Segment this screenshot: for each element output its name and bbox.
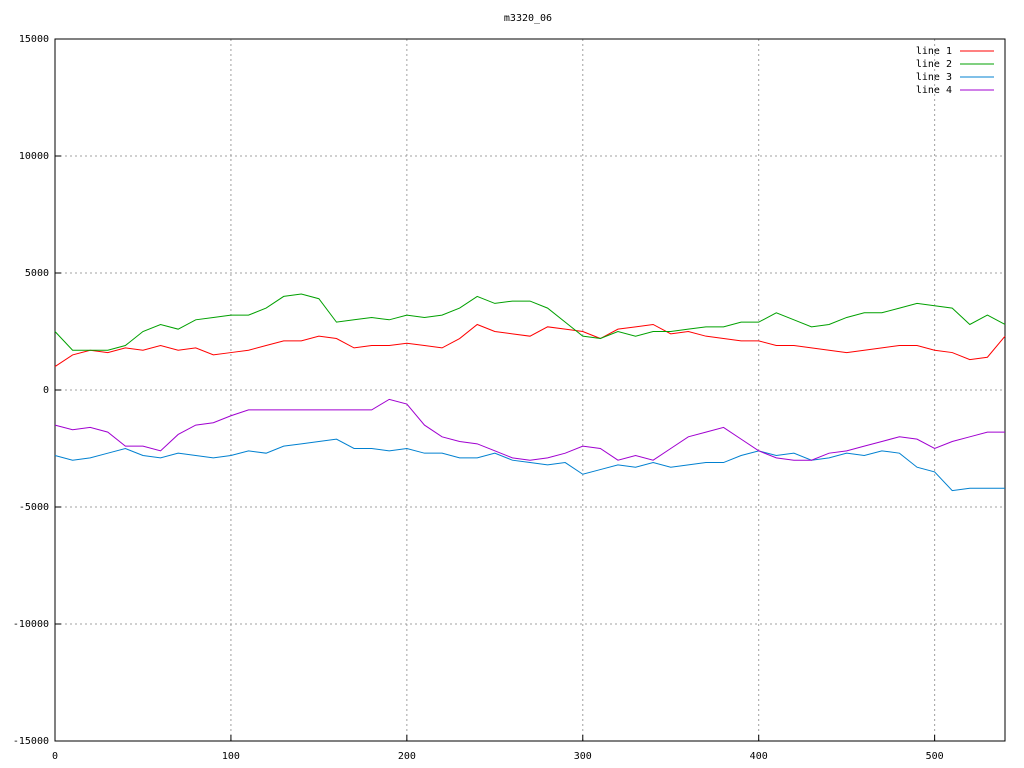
series-line xyxy=(54,398,1005,461)
x-tick-label: 400 xyxy=(750,751,768,762)
y-tick-label: 0 xyxy=(43,385,49,396)
x-tick-label: 100 xyxy=(222,751,240,762)
x-tick-label: 200 xyxy=(398,751,416,762)
legend-label: line 4 xyxy=(916,85,952,96)
y-tick-label: -15000 xyxy=(13,736,49,747)
chart-title: m3320_06 xyxy=(504,13,552,24)
y-tick-label: -10000 xyxy=(13,619,49,630)
x-tick-label: 500 xyxy=(926,751,944,762)
y-tick-label: -5000 xyxy=(19,502,49,513)
series-line xyxy=(54,293,1006,351)
series-line xyxy=(54,438,1005,492)
y-tick-label: 15000 xyxy=(19,34,49,45)
legend-label: line 1 xyxy=(916,46,952,57)
legend-label: line 2 xyxy=(916,59,952,70)
plot-frame xyxy=(54,38,1006,742)
x-tick-label: 0 xyxy=(52,751,58,762)
y-tick-label: 5000 xyxy=(25,268,49,279)
x-tick-label: 300 xyxy=(574,751,592,762)
legend-label: line 3 xyxy=(916,72,952,83)
series-line xyxy=(54,323,1006,368)
y-tick-label: 10000 xyxy=(19,151,49,162)
